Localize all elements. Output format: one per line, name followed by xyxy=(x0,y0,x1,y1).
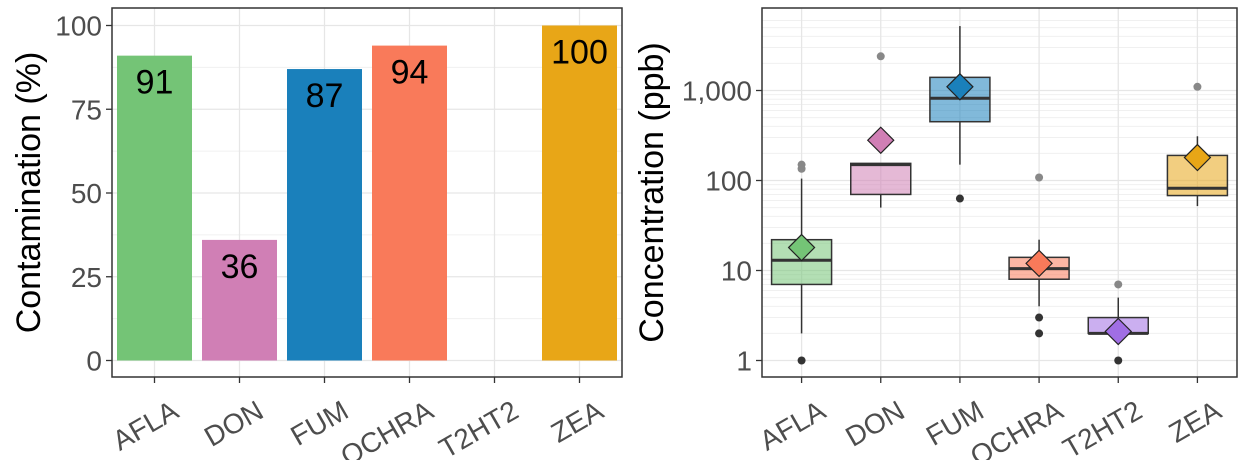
outlier-point xyxy=(955,194,964,203)
mean-diamond xyxy=(866,126,895,155)
bar xyxy=(117,55,192,361)
outlier-point xyxy=(1114,280,1123,289)
bar-value-label: 87 xyxy=(306,77,344,115)
outlier-point xyxy=(1035,173,1044,182)
outlier-point xyxy=(1114,356,1123,365)
mean-diamond xyxy=(1104,317,1133,346)
bar-value-label: 94 xyxy=(391,54,429,92)
outlier-point xyxy=(1035,329,1044,338)
y-tick-label: 75 xyxy=(71,94,102,125)
mean-diamond xyxy=(1183,143,1212,172)
x-tick-label: ZEA xyxy=(546,394,609,448)
box xyxy=(850,162,912,196)
y-tick-label: 100 xyxy=(705,166,752,197)
plot-background xyxy=(762,8,1237,377)
bar-value-label: 100 xyxy=(551,34,608,72)
y-tick-label: 10 xyxy=(721,256,752,287)
plot-border xyxy=(761,7,1238,378)
bar xyxy=(287,69,362,361)
outlier-point xyxy=(797,160,806,169)
mean-diamond xyxy=(1025,249,1053,278)
x-tick-label: T2HT2 xyxy=(1058,395,1148,460)
x-tick-label: ZEA xyxy=(1164,394,1227,448)
bar xyxy=(372,45,447,361)
x-tick-label: OCHRA xyxy=(965,394,1068,460)
y-tick-label: 0 xyxy=(86,346,102,377)
y-tick-label: 25 xyxy=(71,262,102,293)
outlier-point xyxy=(1193,82,1202,91)
bar-value-label: 91 xyxy=(136,64,174,102)
x-tick-label: AFLA xyxy=(754,394,830,456)
mean-diamond xyxy=(946,72,974,101)
x-tick-label: T2HT2 xyxy=(434,395,524,460)
y-axis-title: Contamination (%) xyxy=(10,52,48,334)
mean-diamond xyxy=(787,233,816,262)
outlier-point xyxy=(1035,313,1044,322)
bar xyxy=(542,25,617,361)
y-tick-label: 100 xyxy=(55,11,102,42)
y-tick-label: 1,000 xyxy=(682,76,752,107)
bar-value-label: 36 xyxy=(221,248,259,286)
x-tick-label: OCHRA xyxy=(335,394,438,460)
x-tick-label: DON xyxy=(199,395,268,453)
bar xyxy=(202,239,277,361)
outlier-point xyxy=(876,52,885,61)
y-tick-label: 50 xyxy=(71,178,102,209)
x-tick-label: DON xyxy=(840,395,909,453)
outlier-point xyxy=(797,356,806,365)
y-tick-label: 1 xyxy=(736,346,752,377)
y-axis-title: Concentration (ppb) xyxy=(633,42,671,343)
x-tick-label: AFLA xyxy=(107,394,183,456)
